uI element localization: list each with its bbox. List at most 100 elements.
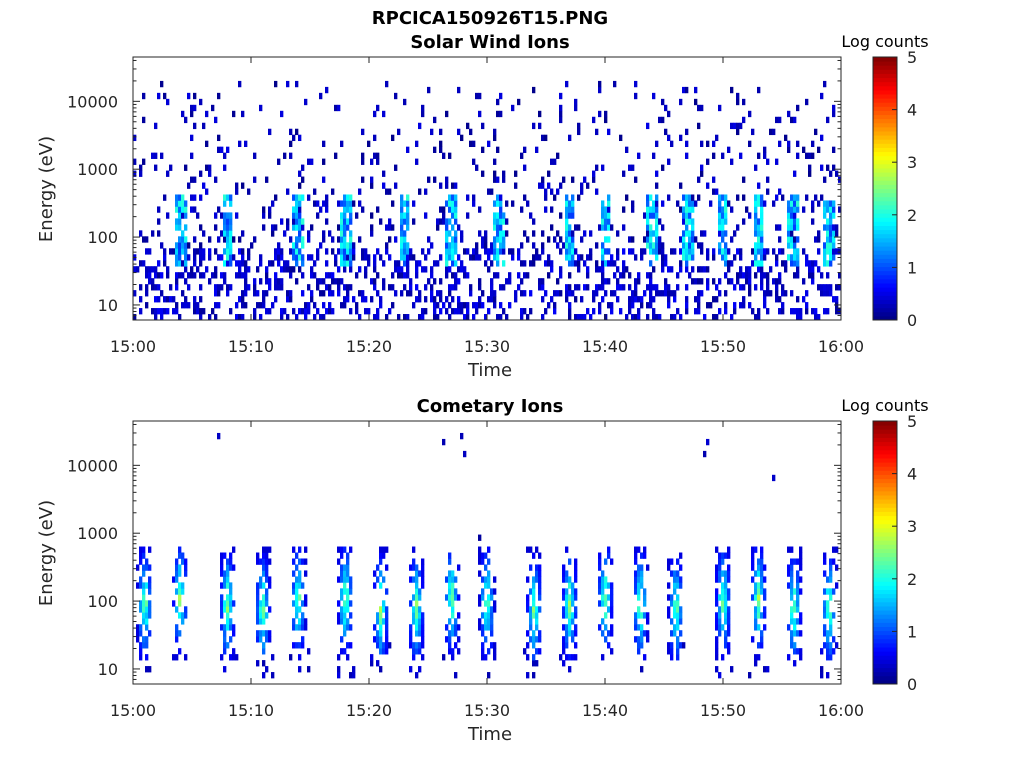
spectrogram-cell: [478, 206, 482, 213]
spectrogram-cell: [223, 666, 227, 673]
spectrogram-cell: [829, 630, 833, 637]
spectrogram-cell: [403, 254, 407, 261]
spectrogram-cell: [223, 194, 227, 201]
y-tick-label: 100: [87, 592, 118, 611]
spectrogram-cell: [175, 272, 179, 279]
spectrogram-cell: [418, 314, 422, 321]
spectrogram-cell: [739, 272, 743, 279]
spectrogram-cell: [538, 570, 542, 577]
spectrogram-cell: [796, 254, 800, 261]
spectrogram-cell: [301, 260, 305, 267]
spectrogram-cell: [142, 260, 146, 267]
spectrogram-cell: [724, 206, 728, 213]
spectrogram-cell: [280, 218, 284, 225]
spectrogram-cell: [439, 278, 443, 285]
spectrogram-cell: [298, 248, 302, 255]
spectrogram-cell: [406, 206, 410, 213]
spectrogram-cell: [304, 302, 308, 309]
spectrogram-cell: [691, 218, 695, 225]
spectrogram-cell: [793, 630, 797, 637]
spectrogram-cell: [565, 200, 569, 207]
spectrogram-cell: [724, 642, 728, 649]
spectrogram-cell: [799, 618, 803, 625]
spectrogram-cell: [373, 284, 377, 291]
spectrogram-cell: [823, 570, 827, 577]
spectrogram-cell: [223, 570, 227, 577]
spectrogram-cell: [760, 588, 764, 595]
spectrogram-cell: [712, 188, 716, 195]
spectrogram-cell: [652, 200, 656, 207]
spectrogram-cell: [691, 242, 695, 249]
spectrogram-cell: [421, 624, 425, 631]
spectrogram-cell: [649, 302, 653, 309]
spectrogram-cell: [436, 302, 440, 309]
spectrogram-cell: [346, 618, 350, 625]
spectrogram-cell: [448, 594, 452, 601]
spectrogram-cell: [613, 260, 617, 267]
spectrogram-cell: [445, 248, 449, 255]
spectrogram-cell: [340, 546, 344, 553]
spectrogram-cell: [481, 146, 485, 153]
spectrogram-cell: [277, 242, 281, 249]
spectrogram-cell: [757, 152, 761, 159]
spectrogram-cell: [757, 642, 761, 649]
spectrogram-cell: [832, 648, 836, 655]
spectrogram-cell: [763, 254, 767, 261]
spectrogram-cell: [604, 582, 608, 589]
spectrogram-cell: [145, 654, 149, 661]
spectrogram-cell: [826, 588, 830, 595]
spectrogram-cell: [778, 116, 782, 124]
spectrogram-cell: [298, 134, 302, 142]
spectrogram-cell: [790, 558, 794, 565]
spectrogram-cell: [838, 284, 842, 291]
spectrogram-cell: [772, 200, 776, 207]
spectrogram-cell: [349, 582, 353, 589]
spectrogram-cell: [487, 618, 491, 625]
spectrogram-cell: [568, 236, 572, 243]
spectrogram-cell: [346, 224, 350, 231]
spectrogram-cell: [832, 146, 836, 153]
spectrogram-cell: [595, 260, 599, 267]
spectrogram-cell: [601, 618, 605, 625]
spectrogram-cell: [190, 176, 194, 183]
spectrogram-cell: [670, 630, 674, 637]
spectrogram-cell: [658, 218, 662, 225]
spectrogram-cell: [799, 576, 803, 583]
spectrogram-cell: [460, 266, 464, 273]
spectrogram-cell: [193, 254, 197, 261]
spectrogram-cell: [148, 612, 152, 619]
spectrogram-cell: [715, 284, 719, 291]
spectrogram-cell: [796, 194, 800, 201]
spectrogram-cell: [640, 612, 644, 619]
spectrogram-cell: [832, 296, 836, 303]
spectrogram-cell: [655, 206, 659, 213]
spectrogram-cell: [640, 636, 644, 643]
spectrogram-cell: [202, 272, 206, 279]
spectrogram-cell: [343, 236, 347, 243]
spectrogram-cell: [670, 248, 674, 255]
spectrogram-cell: [697, 290, 701, 297]
spectrogram-cell: [793, 194, 797, 201]
spectrogram-cell: [376, 104, 380, 112]
spectrogram-cell: [463, 314, 467, 321]
spectrogram-cell: [676, 570, 680, 577]
spectrogram-cell: [766, 158, 770, 165]
spectrogram-cell: [184, 296, 188, 303]
spectrogram-cell: [454, 230, 458, 237]
spectrogram-cell: [457, 278, 461, 285]
spectrogram-cell: [148, 576, 152, 583]
spectrogram-cell: [412, 648, 416, 655]
spectrogram-cell: [448, 302, 452, 309]
spectrogram-cell: [313, 200, 317, 207]
spectrogram-cell: [547, 170, 551, 177]
spectrogram-cell: [178, 272, 182, 279]
spectrogram-cell: [811, 260, 815, 267]
spectrogram-cell: [478, 296, 482, 303]
spectrogram-cell: [340, 576, 344, 583]
spectrogram-cell: [379, 666, 383, 673]
spectrogram-cell: [739, 254, 743, 261]
spectrogram-cell: [481, 290, 485, 297]
spectrogram-cell: [670, 140, 674, 148]
spectrogram-cell: [373, 110, 377, 118]
spectrogram-cell: [802, 146, 806, 153]
